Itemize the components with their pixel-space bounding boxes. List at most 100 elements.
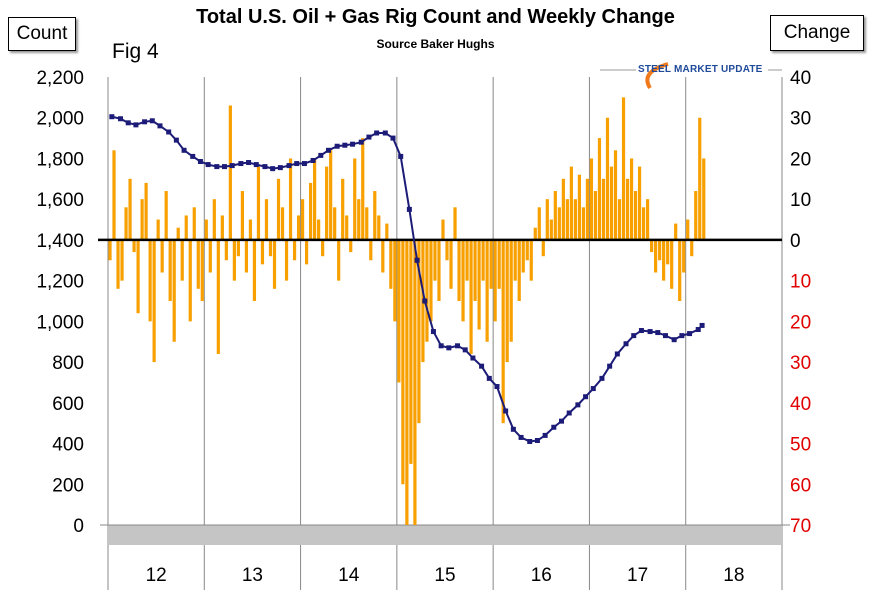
- change-bar: [449, 239, 453, 289]
- right-tick-label: 30: [790, 353, 811, 374]
- change-bar: [353, 158, 357, 240]
- change-bar: [300, 199, 305, 240]
- change-bar: [124, 207, 128, 240]
- change-bar: [621, 97, 626, 240]
- change-bar: [489, 239, 493, 289]
- count-point: [671, 337, 677, 343]
- change-bar: [264, 199, 269, 240]
- change-bar: [641, 207, 646, 240]
- change-bar: [333, 207, 337, 240]
- count-point: [205, 162, 211, 168]
- change-bar: [425, 239, 429, 342]
- change-bar: [216, 239, 220, 354]
- change-bar: [437, 239, 441, 301]
- right-tick-label: 10: [790, 272, 811, 293]
- change-bar: [108, 239, 112, 261]
- count-point: [422, 298, 428, 304]
- change-bar: [112, 150, 116, 240]
- change-bar: [509, 239, 513, 342]
- count-point: [197, 159, 203, 165]
- change-bar: [365, 207, 369, 240]
- x-tick-label: 17: [627, 565, 648, 586]
- change-bar: [393, 239, 397, 322]
- right-tick-label: 30: [790, 109, 811, 130]
- right-tick-label: 70: [790, 516, 811, 537]
- count-point: [599, 375, 605, 381]
- change-bar: [212, 199, 216, 240]
- count-point: [262, 164, 268, 170]
- count-point: [286, 163, 292, 169]
- count-point: [590, 386, 596, 392]
- count-point: [542, 432, 548, 438]
- change-bar: [228, 105, 232, 240]
- count-point: [503, 408, 509, 414]
- change-bar: [521, 239, 525, 273]
- change-bar: [192, 207, 196, 240]
- change-bar: [690, 239, 694, 257]
- change-bar: [184, 215, 188, 240]
- count-point: [406, 206, 412, 212]
- left-tick-label: 1,000: [36, 312, 84, 333]
- left-axis-label: Count: [8, 17, 76, 51]
- count-point: [518, 434, 524, 440]
- count-point: [342, 142, 348, 148]
- change-bar: [646, 199, 650, 240]
- chart-title: Total U.S. Oil + Gas Rig Count and Weekl…: [196, 6, 675, 28]
- change-bar: [581, 207, 586, 240]
- change-bar: [465, 239, 469, 281]
- change-bar: [698, 117, 702, 240]
- count-point: [462, 347, 468, 353]
- change-bar: [304, 239, 309, 265]
- change-bar: [629, 158, 634, 240]
- change-bar: [389, 239, 393, 289]
- change-bar: [541, 239, 545, 257]
- steel-market-update-logo: STEEL MARKET UPDATE: [638, 64, 763, 75]
- left-tick-label: 600: [52, 394, 84, 415]
- change-bar: [662, 239, 666, 281]
- change-bar: [220, 215, 224, 240]
- change-bar: [678, 239, 682, 301]
- left-tick-label: 2,200: [36, 68, 84, 89]
- change-bar: [565, 199, 569, 240]
- change-bar: [453, 207, 457, 240]
- change-bar: [545, 199, 549, 240]
- change-bar: [485, 239, 489, 342]
- change-bar: [204, 219, 208, 240]
- change-bar: [309, 182, 313, 240]
- change-bar: [654, 239, 658, 273]
- change-bar: [244, 239, 249, 273]
- right-tick-label: 40: [790, 68, 811, 89]
- left-tick-label: 1,400: [36, 231, 84, 252]
- change-bar: [385, 223, 389, 240]
- change-bar: [537, 207, 541, 240]
- change-bar: [441, 219, 445, 240]
- count-point: [277, 165, 283, 171]
- left-tick-label: 0: [73, 516, 84, 537]
- change-bar: [674, 223, 678, 240]
- count-point: [157, 123, 163, 129]
- change-bar: [405, 239, 409, 525]
- change-bar: [417, 239, 421, 424]
- count-point: [679, 333, 685, 339]
- change-bar: [650, 239, 654, 253]
- left-tick-label: 1,600: [36, 190, 84, 211]
- change-bar: [252, 239, 257, 301]
- change-bar: [457, 239, 461, 301]
- count-point: [173, 137, 179, 143]
- change-bar: [116, 239, 120, 289]
- change-bar: [433, 239, 437, 281]
- change-bar: [445, 239, 449, 261]
- count-point: [253, 162, 259, 168]
- change-bar: [593, 191, 598, 240]
- left-tick-label: 800: [52, 353, 84, 374]
- count-point: [358, 139, 364, 145]
- change-bar: [224, 239, 228, 261]
- count-point: [631, 333, 637, 339]
- count-point: [662, 333, 668, 339]
- change-bar: [196, 239, 200, 289]
- change-bar: [361, 138, 365, 240]
- count-point: [414, 257, 420, 263]
- change-bar: [357, 199, 361, 240]
- change-bar: [609, 166, 614, 240]
